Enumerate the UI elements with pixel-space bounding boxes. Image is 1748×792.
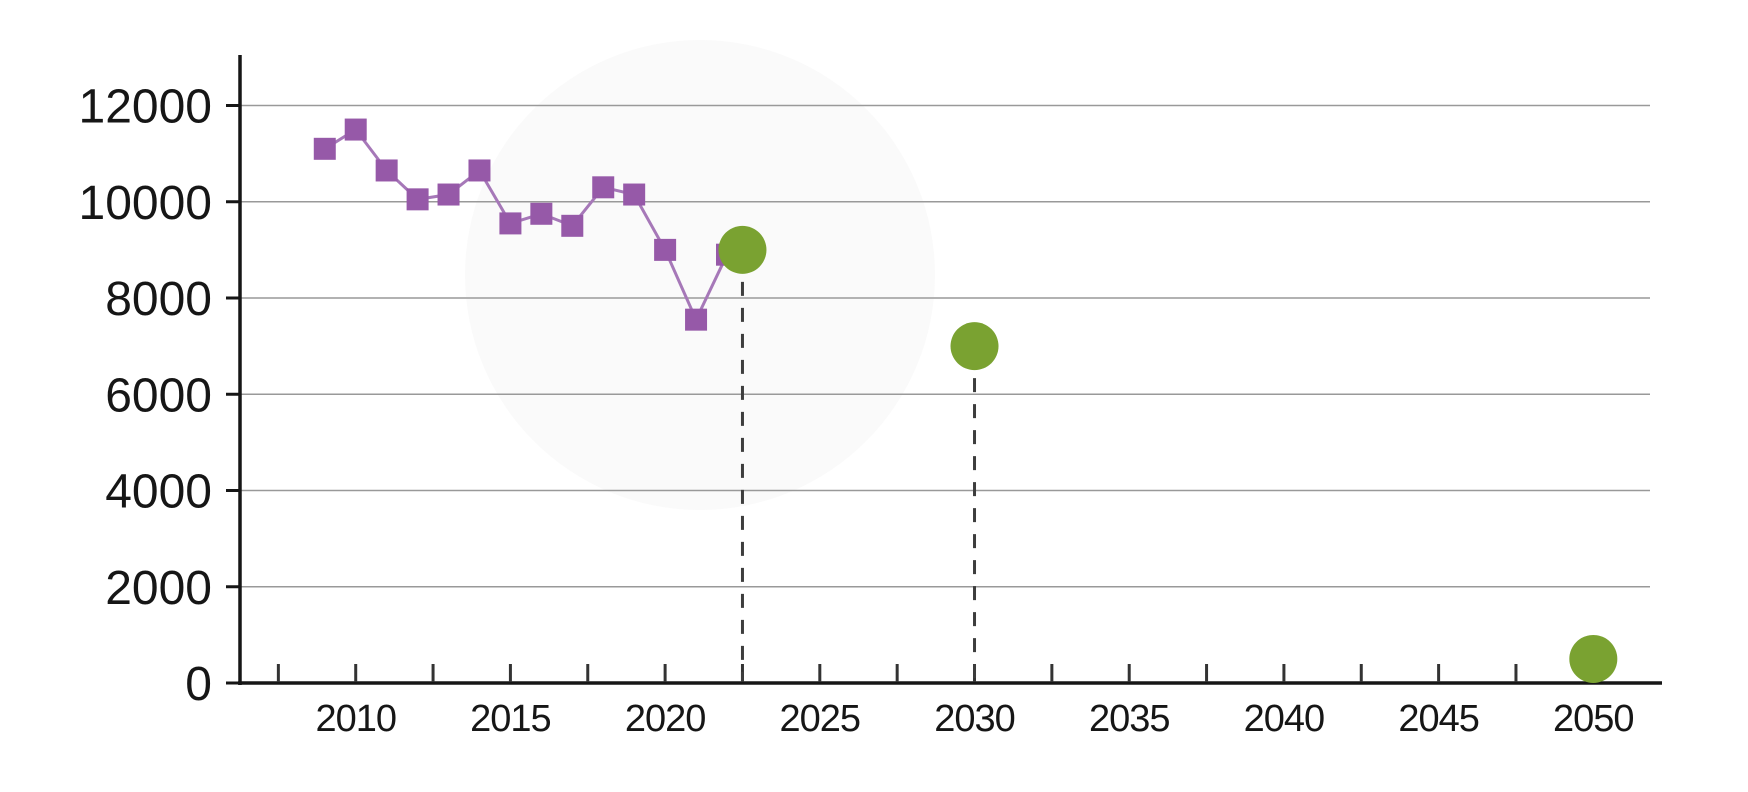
y-axis: 0 2000 4000 6000 8000 10000 12000	[79, 55, 242, 711]
historical-square-marker	[654, 238, 677, 261]
target-series	[718, 225, 1618, 683]
y-tick-label: 10000	[79, 177, 212, 230]
x-tick-label: 2035	[1089, 698, 1170, 740]
target-circle-marker	[950, 322, 999, 371]
x-tick-label: 2010	[315, 698, 396, 740]
y-tick-label: 6000	[105, 369, 212, 422]
x-tick-label: 2030	[934, 698, 1015, 740]
historical-square-marker	[313, 137, 336, 160]
background-watermark-circle	[465, 40, 935, 510]
y-tick-label: 12000	[79, 81, 212, 134]
historical-square-marker	[468, 159, 491, 182]
x-tick-label: 2025	[780, 698, 861, 740]
historical-square-marker	[685, 308, 708, 331]
target-circle-marker	[1569, 634, 1618, 683]
x-tick-label: 2045	[1398, 698, 1479, 740]
historical-square-marker	[592, 176, 615, 199]
historical-square-marker	[561, 214, 584, 237]
historical-square-marker	[344, 118, 367, 141]
historical-square-marker	[530, 202, 553, 225]
y-tick-label: 4000	[105, 466, 212, 519]
historical-square-marker	[406, 188, 429, 211]
historical-series	[313, 118, 738, 331]
y-tick-label: 2000	[105, 562, 212, 615]
target-guides	[740, 255, 977, 681]
y-tick-label: 0	[185, 658, 212, 711]
historical-square-marker	[499, 212, 522, 235]
historical-square-marker	[623, 183, 646, 206]
x-tick-label: 2015	[470, 698, 551, 740]
y-tick-label: 8000	[105, 273, 212, 326]
historical-square-marker	[437, 183, 460, 206]
target-circle-marker	[718, 225, 767, 274]
historical-square-marker	[375, 159, 398, 182]
x-tick-label: 2020	[625, 698, 706, 740]
x-tick-label: 2040	[1244, 698, 1325, 740]
x-tick-label: 2050	[1553, 698, 1634, 740]
x-axis: 2010 2015 2020 2025 2030 2035 2040 2045 2050	[238, 664, 1662, 740]
gridlines	[240, 104, 1650, 588]
